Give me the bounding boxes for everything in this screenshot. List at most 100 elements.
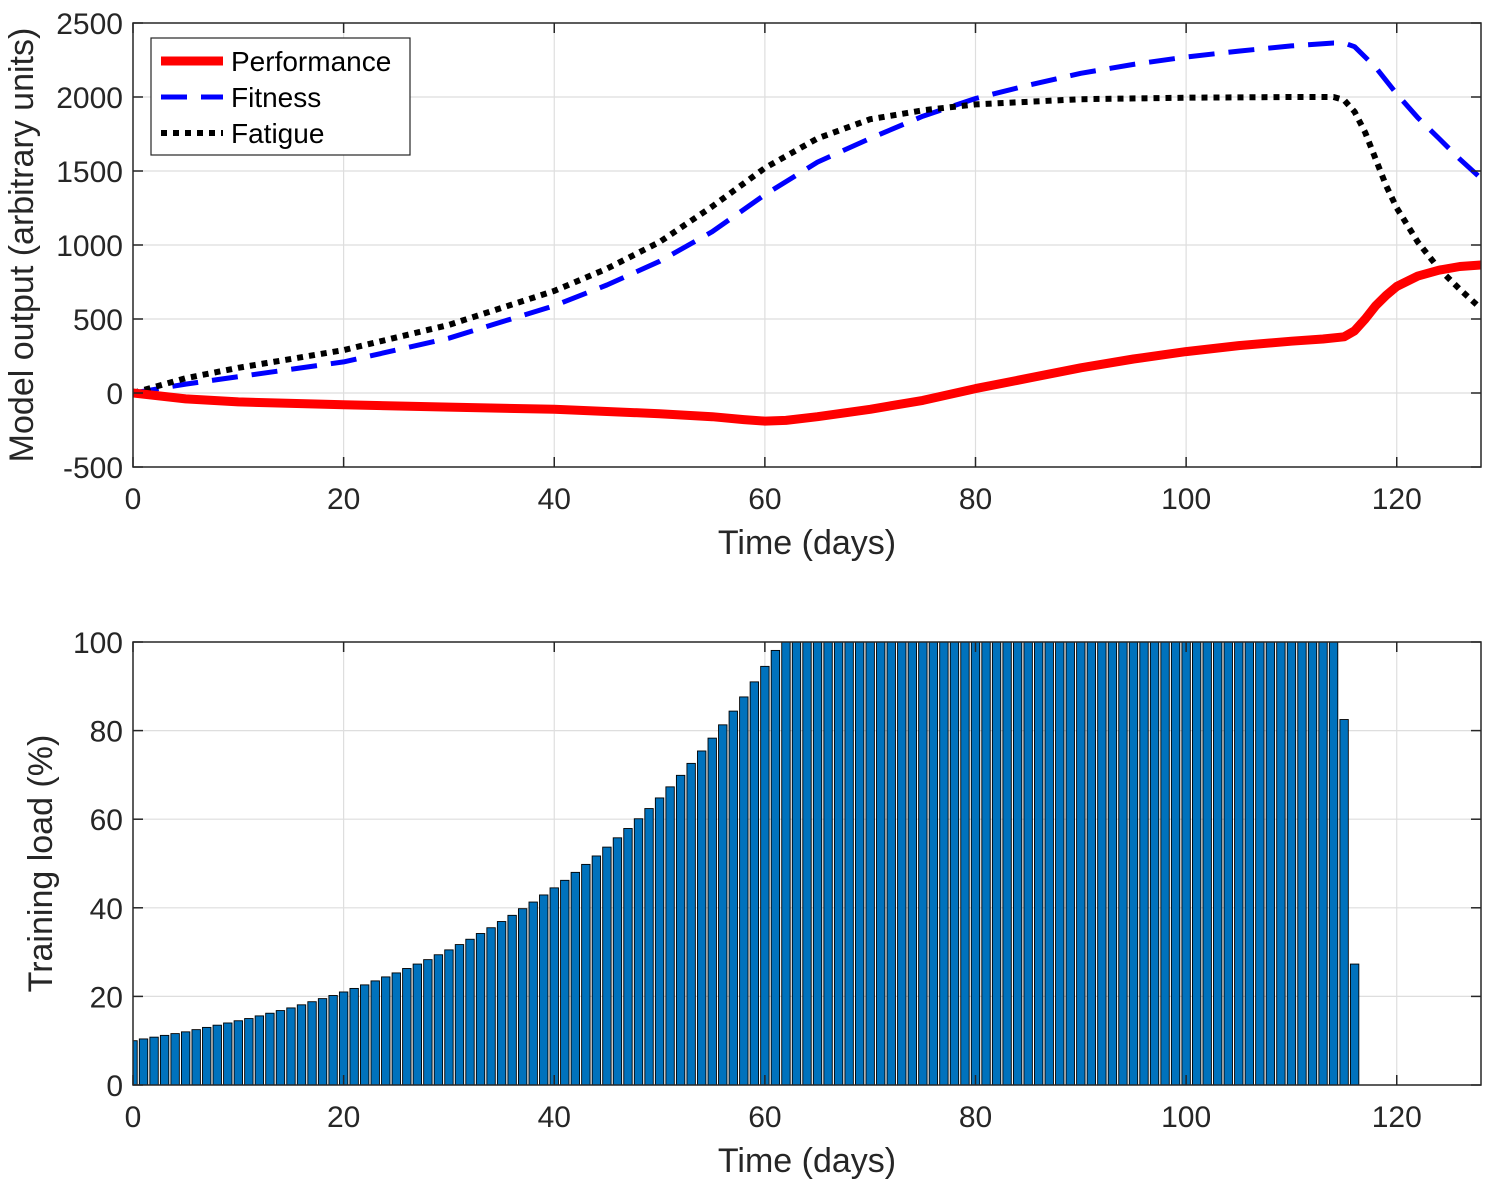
y-tick-label: 0 [106,378,123,411]
bar-day-37 [517,908,528,1086]
bar-day-9 [223,1022,233,1086]
bar-day-105 [1234,641,1244,1086]
bar-day-83 [1002,641,1012,1086]
bar-day-103 [1213,641,1223,1086]
bar-day-60 [760,665,770,1086]
bar-day-95 [1128,641,1139,1086]
bar-day-107 [1255,641,1265,1086]
bar-day-47 [623,828,633,1086]
y-tick-label: 500 [73,304,123,337]
x-axis-label: Time (days) [718,1142,896,1180]
bar-day-42 [570,871,580,1086]
axes-frame [132,641,1482,1086]
bar-day-68 [844,641,854,1086]
x-tick-label: 120 [1372,1101,1422,1134]
bar-day-93 [1107,641,1118,1086]
bar-day-106 [1244,641,1254,1086]
bar-day-38 [528,901,538,1086]
bar-day-53 [686,762,696,1086]
x-tick-label: 20 [327,483,360,516]
y-tick-label: 80 [90,716,123,749]
x-tick-label: 80 [959,483,992,516]
bar-day-3 [159,1034,170,1086]
bar-day-14 [275,1010,286,1086]
bar-day-88 [1055,641,1065,1086]
legend: Performance Fitness Fatigue [150,37,411,156]
bar-day-62 [781,641,791,1086]
bar-day-43 [581,863,591,1086]
bar-day-80 [970,641,981,1086]
bar-day-82 [991,641,1002,1086]
y-tick-label: 20 [90,981,123,1014]
bar-day-89 [1065,641,1075,1086]
bar-day-111 [1297,641,1307,1086]
bar-day-33 [475,933,486,1086]
x-tick-label: 60 [748,483,781,516]
bar-day-78 [949,641,960,1086]
x-tick-label: 0 [125,1101,142,1134]
bar-day-85 [1023,641,1033,1086]
bar-day-96 [1139,641,1149,1086]
bar-day-109 [1276,641,1286,1086]
bar-day-92 [1097,641,1107,1086]
series-line-fitness [133,40,1481,396]
bar-day-50 [654,797,665,1086]
y-tick-label: 2000 [56,82,123,115]
bar-day-57 [728,710,738,1086]
bottom-chart-panel: 0 20 40 60 80 100 120 0 20 40 60 80 100 Time (days) Tr… [22,627,1482,1180]
bar-day-16 [296,1004,307,1086]
bar-day-101 [1191,641,1202,1086]
x-axis-label: Time (days) [718,524,896,562]
tick-marks [132,22,1481,468]
bar-day-17 [307,1001,317,1086]
bar-day-104 [1223,641,1233,1086]
bar-day-86 [1034,641,1044,1086]
bar-day-113 [1318,641,1328,1086]
x-tick-label: 0 [125,483,142,516]
bar-day-11 [244,1018,254,1086]
bar-day-5 [180,1031,191,1086]
bar-day-20 [338,991,349,1086]
bar-day-66 [823,641,833,1086]
x-tick-label: 100 [1161,1101,1211,1134]
bar-day-55 [707,737,717,1086]
bar-day-56 [718,724,728,1086]
bar-day-58 [739,696,749,1086]
bar-day-27 [412,963,423,1086]
series-lines [133,40,1481,426]
legend-label-fitness: Fitness [231,82,321,113]
bar-day-26 [402,968,412,1086]
bars [132,641,1360,1086]
bar-day-7 [202,1026,212,1086]
x-tick-label: 80 [959,1101,992,1134]
bar-day-54 [697,750,707,1086]
tick-marks [132,641,1481,1086]
bar-day-2 [149,1036,159,1086]
bar-day-35 [496,921,507,1086]
bar-day-91 [1086,641,1097,1086]
bar-day-115 [1339,719,1349,1086]
bar-day-102 [1202,641,1212,1086]
bar-day-34 [486,927,496,1086]
bar-day-72 [886,641,896,1086]
x-tick-label: 40 [538,483,571,516]
bar-day-97 [1149,641,1160,1086]
bar-day-63 [791,641,802,1086]
bar-day-98 [1160,641,1170,1086]
bar-day-67 [833,641,844,1086]
bar-day-76 [928,641,939,1086]
bar-day-8 [212,1024,222,1086]
bar-day-18 [317,998,328,1086]
bar-day-69 [854,641,865,1086]
y-tick-label: 1000 [56,230,123,263]
x-tick-label: 120 [1372,483,1422,516]
y-tick-label: -500 [63,452,123,485]
bar-day-24 [381,976,391,1086]
bar-day-15 [286,1007,296,1086]
bar-day-30 [444,949,454,1086]
bar-day-59 [749,681,760,1086]
y-tick-label: 2500 [56,8,123,41]
bar-day-77 [939,641,949,1086]
y-tick-label: 40 [90,893,123,926]
bar-day-41 [560,879,570,1086]
